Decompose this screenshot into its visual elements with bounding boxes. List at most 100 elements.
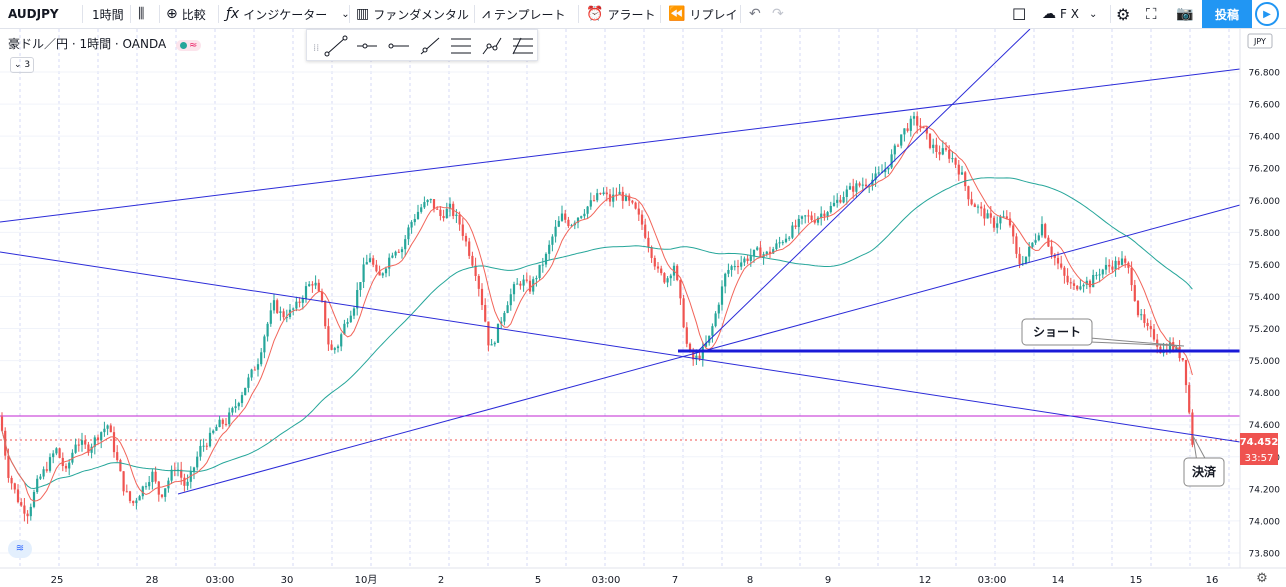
- drawing-toolbar: ⁞⁞: [306, 29, 538, 61]
- candle-body: [570, 225, 573, 227]
- toolbar-divider: [660, 5, 661, 23]
- undo-button[interactable]: ↶: [749, 0, 765, 28]
- candle-body: [74, 444, 77, 453]
- candle-body: [1072, 283, 1076, 286]
- post-button[interactable]: 投稿: [1202, 0, 1252, 28]
- candle-body: [87, 444, 90, 453]
- price-axis[interactable]: [1240, 29, 1286, 568]
- channel-upper-line[interactable]: [0, 68, 1241, 223]
- chart-style-button[interactable]: ⫼: [138, 0, 148, 28]
- downtrend-line[interactable]: [0, 251, 1241, 443]
- candle-body: [695, 355, 698, 360]
- exit-callout-pointer: [1192, 435, 1208, 463]
- fib-tool-icon[interactable]: [512, 37, 533, 55]
- candle-body: [938, 152, 941, 155]
- candle-body: [167, 480, 170, 489]
- candle-body: [196, 456, 199, 468]
- candle-body: [1047, 237, 1050, 247]
- replay-button[interactable]: ⏪ リプレイ: [668, 0, 737, 28]
- candle-body: [605, 192, 608, 195]
- candle-body: [791, 225, 794, 238]
- currency-badge-bg[interactable]: [1247, 33, 1273, 49]
- candle-body: [1085, 280, 1088, 285]
- trend-line-tool-icon[interactable]: [324, 35, 348, 57]
- candle-body: [1101, 269, 1104, 275]
- toolbar-divider: [218, 5, 219, 23]
- candle-body: [708, 335, 711, 343]
- candle-body: [759, 247, 762, 258]
- layout-button[interactable]: ☐: [1012, 0, 1030, 28]
- candle-body: [951, 158, 954, 160]
- settings-gear-icon[interactable]: ⚙: [1256, 571, 1268, 586]
- candle-body: [1188, 385, 1191, 413]
- tradingview-logo-icon[interactable]: ≋: [8, 540, 32, 558]
- indicators-button[interactable]: ƒx インジケーター ⌄: [226, 0, 354, 28]
- fullscreen-button[interactable]: ⛶: [1146, 0, 1161, 28]
- exit-callout-box[interactable]: [1183, 457, 1225, 487]
- candle-body: [272, 300, 276, 311]
- symbol-label: AUDJPY: [8, 7, 59, 21]
- path-tool-icon[interactable]: [482, 37, 502, 55]
- candle-body: [928, 133, 932, 148]
- candle-body: [736, 266, 740, 268]
- candle-body: [432, 199, 436, 209]
- candle-body: [26, 513, 29, 517]
- candle-body: [36, 478, 39, 493]
- parallel-channel-tool-icon[interactable]: [451, 38, 471, 54]
- chart-legend[interactable]: 豪ドル／円 · 1時間 · OANDA ≈: [8, 35, 202, 52]
- toolbar-divider: [82, 5, 83, 23]
- candle-body: [916, 116, 919, 126]
- interval-button[interactable]: 1時間: [92, 0, 124, 28]
- candle-body: [308, 284, 311, 287]
- fx-label: F X: [1060, 7, 1079, 21]
- candle-body: [13, 483, 16, 490]
- candle-body: [752, 249, 756, 257]
- compare-button[interactable]: ⊕ 比較: [166, 0, 206, 28]
- horizontal-line-tool-icon[interactable]: [388, 43, 409, 49]
- fundamentals-button[interactable]: ▥ ファンダメンタル: [356, 0, 469, 28]
- short-callout-box[interactable]: [1021, 318, 1093, 346]
- templates-button[interactable]: ⩘ テンプレート: [482, 0, 566, 28]
- candle-body: [816, 217, 820, 223]
- play-icon[interactable]: ▶: [1255, 2, 1279, 26]
- exit-callout-text: 決済: [1192, 464, 1217, 479]
- ma-short-line[interactable]: [1, 125, 1193, 502]
- steep-trend-line[interactable]: [696, 28, 1031, 353]
- x-tick-label: 5: [535, 575, 541, 586]
- cloud-save-button[interactable]: ☁ F X ⌄: [1042, 0, 1101, 28]
- candle-body: [1111, 266, 1114, 270]
- ma-long-line[interactable]: [1, 177, 1193, 490]
- candle-body: [1069, 282, 1072, 284]
- x-tick-label: 15: [1130, 575, 1143, 586]
- candle-body: [205, 445, 208, 447]
- candle-body: [292, 308, 295, 310]
- indicator-collapse-button[interactable]: ⌄ 3: [10, 57, 35, 73]
- candle-body: [893, 145, 896, 155]
- currency-badge[interactable]: JPY: [1253, 37, 1266, 46]
- y-tick-label: 75.800: [1249, 229, 1281, 239]
- horizontal-ray-tool-icon[interactable]: [357, 43, 377, 49]
- countdown-label-bg: [1240, 449, 1278, 465]
- redo-button[interactable]: ↷: [772, 0, 788, 28]
- snapshot-button[interactable]: 📷: [1176, 0, 1197, 28]
- candle-body: [45, 469, 48, 471]
- symbol-search-button[interactable]: AUDJPY: [8, 0, 59, 28]
- candle-body: [413, 218, 416, 223]
- last-price-label: 74.452: [1240, 437, 1279, 448]
- candle-body: [1040, 224, 1044, 236]
- alert-button[interactable]: ⏰ アラート: [586, 0, 655, 28]
- y-tick-label: 74.800: [1249, 389, 1281, 399]
- candle-body: [269, 310, 272, 324]
- ray-tool-icon[interactable]: [420, 37, 440, 55]
- drag-handle-icon[interactable]: ⁞⁞: [313, 43, 319, 54]
- gear-icon: ⚙: [1116, 4, 1131, 24]
- settings-button[interactable]: ⚙: [1116, 0, 1134, 28]
- candle-body: [455, 214, 458, 217]
- candle-body: [906, 128, 909, 131]
- market-status-badge[interactable]: ≈: [176, 40, 202, 51]
- candle-body: [317, 282, 320, 292]
- candle-body: [301, 298, 304, 303]
- candle-body: [1056, 257, 1060, 264]
- candle-body: [394, 251, 397, 256]
